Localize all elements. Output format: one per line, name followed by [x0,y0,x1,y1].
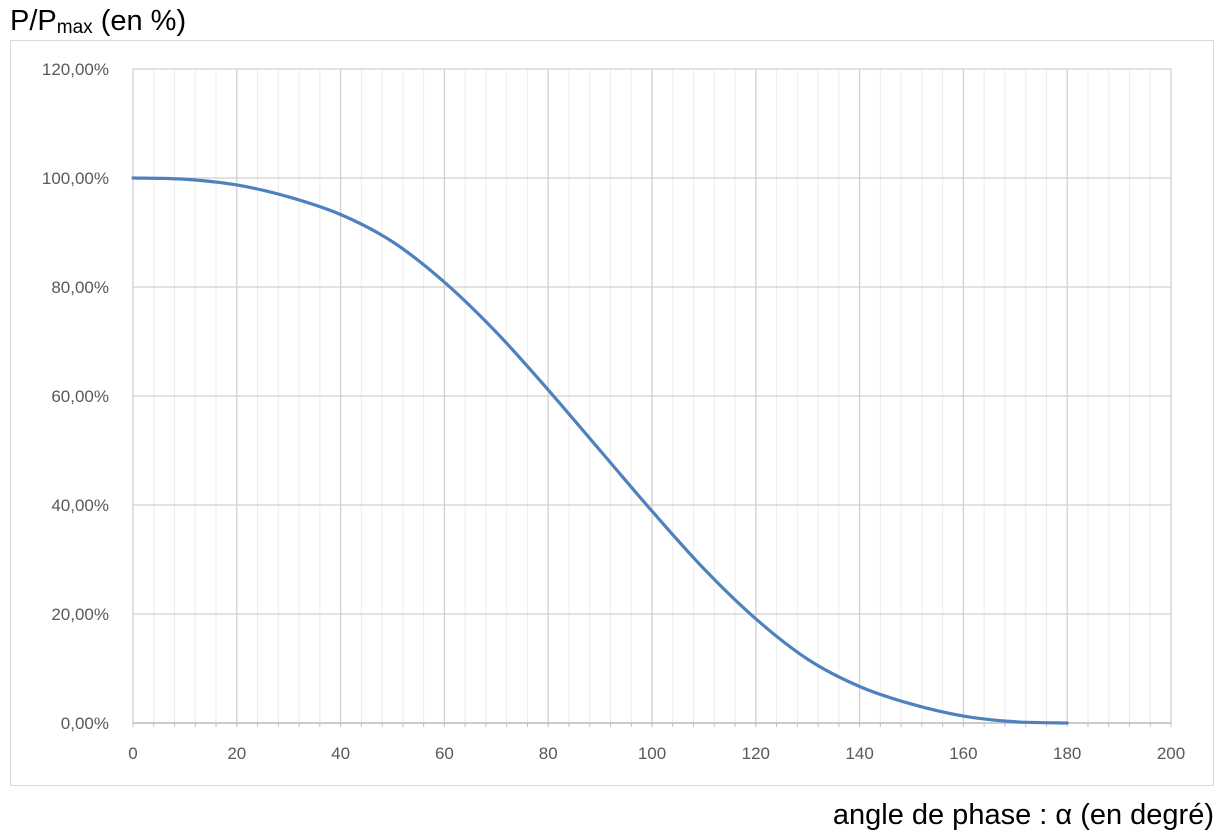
y-tick-label: 100,00% [42,169,109,188]
x-axis-title: angle de phase : α (en degré) [832,799,1214,831]
chart-area: 0,00% 20,00% 40,00% 60,00% 80,00% 100,00% 120,… [10,40,1214,786]
x-tick-label: 200 [1157,744,1185,763]
y-tick-label: 20,00% [51,605,109,624]
x-tick-label: 20 [227,744,246,763]
y-tick-label: 80,00% [51,278,109,297]
x-tick-label: 160 [949,744,977,763]
y-axis-title-main: P/P [10,5,57,37]
series-line [131,176,1069,725]
y-tick-label: 40,00% [51,496,109,515]
y-axis-title-subscript: max [56,17,93,38]
x-tick-label: 140 [845,744,873,763]
x-tick-label: 60 [435,744,454,763]
y-tick-label: 120,00% [42,60,109,79]
x-tick-label: 0 [128,744,137,763]
y-tick-label: 0,00% [61,714,109,733]
y-tick-label: 60,00% [51,387,109,406]
x-tick-label: 180 [1053,744,1081,763]
chart-svg: 0,00% 20,00% 40,00% 60,00% 80,00% 100,00% 120,… [42,60,1185,763]
y-axis-title-suffix: (en %) [92,5,187,37]
x-tick-label: 40 [331,744,350,763]
x-tick-label: 100 [638,744,666,763]
y-axis-title: P/Pmax (en %) [10,4,186,45]
x-tick-label: 120 [742,744,770,763]
x-tick-label: 80 [539,744,558,763]
